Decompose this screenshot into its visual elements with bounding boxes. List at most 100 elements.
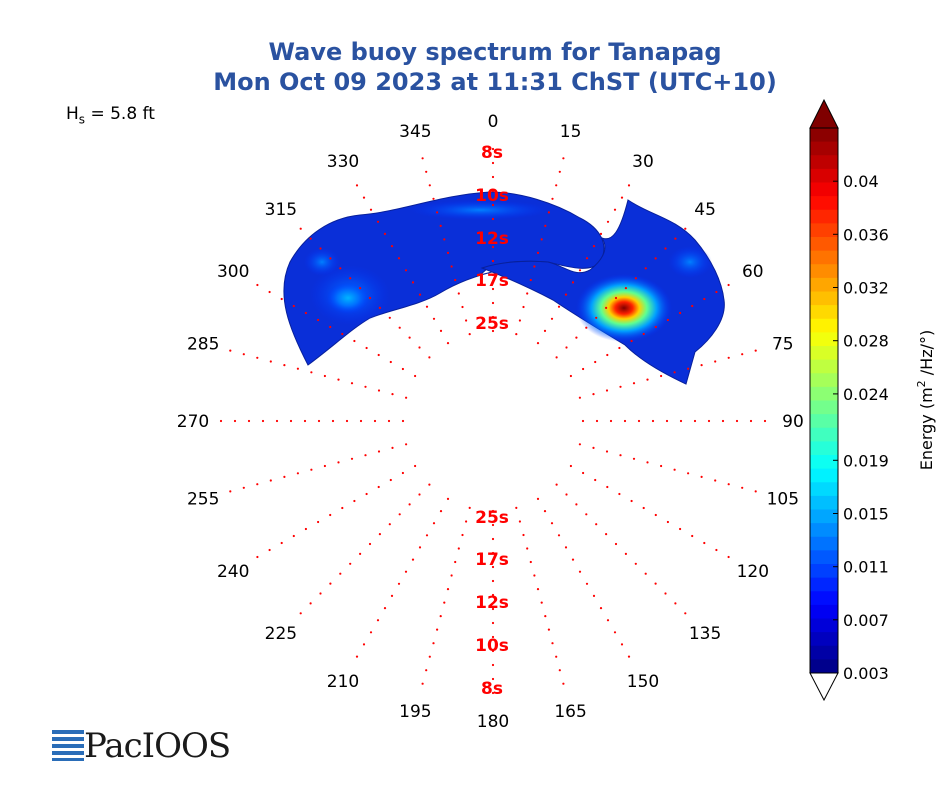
radial-dot [256,555,259,559]
radial-dot [644,267,647,270]
radial-dot [388,523,391,526]
radial-dot [632,457,636,460]
radial-dot [491,161,495,165]
radial-dot [646,461,649,464]
radial-dot [355,184,359,187]
radial-dot [461,305,464,309]
radial-dot [619,454,622,457]
radial-dot [376,619,380,622]
radial-dot [425,305,429,308]
radial-dot [341,506,344,510]
direction-label-285: 285 [187,334,219,354]
colorbar-segment [810,182,838,197]
radial-dot [268,548,271,552]
colorbar-segment [810,359,838,374]
radial-dot [715,548,718,552]
radial-dot [624,552,628,556]
radial-dot [660,374,663,378]
radial-dot [605,533,608,536]
radial-dot [741,486,744,489]
radial-dot [280,297,283,301]
radial-dot [304,527,307,531]
radial-dot [383,607,387,610]
radial-dot [627,655,631,658]
radial-dot [401,419,405,423]
direction-label-75: 75 [772,334,794,354]
colorbar-segment [810,277,838,293]
radial-dot [491,691,495,695]
radial-dot [405,443,408,446]
colorbar-segment [810,305,838,320]
radial-dot [491,329,495,333]
colorbar-segment [810,550,838,565]
direction-label-30: 30 [632,152,654,172]
radial-dot [428,655,431,658]
radial-dot [749,419,753,423]
radial-dot [397,582,401,585]
direction-label-165: 165 [554,702,586,722]
direction-label-315: 315 [265,200,297,220]
radial-dot [623,419,627,423]
period-label-south-4: 8s [481,679,503,699]
radial-dot [599,232,603,235]
radial-dot [703,541,706,545]
direction-label-210: 210 [327,672,359,692]
radial-dot [564,293,568,296]
radial-dot [304,311,307,315]
radial-dot [331,419,335,423]
radial-dot [575,503,578,506]
radial-dot [303,419,307,423]
radial-dot [319,247,322,250]
radial-dot [606,619,610,622]
radial-dot [555,655,558,658]
radial-dot [454,278,457,282]
radial-dot [428,184,431,187]
radial-dot [491,621,495,625]
radial-dot [296,472,299,475]
colorbar-segment [810,386,838,402]
radial-dot [666,520,670,524]
radial-dot [674,602,677,605]
radial-dot [310,468,313,471]
colorbar-segment [810,318,838,333]
radial-dot [491,523,495,527]
radial-dot [582,367,585,371]
radial-dot [362,643,366,646]
radial-dot [329,513,332,517]
radial-dot [398,513,401,516]
radial-dot [491,217,495,221]
radial-dot [605,306,608,309]
colorbar-segment [810,591,838,606]
radial-dot [457,547,460,550]
direction-label-60: 60 [742,262,764,282]
radial-dot [329,582,332,585]
radial-dot [536,251,540,254]
colorbar-segment [810,414,838,429]
radial-dot [634,277,637,280]
colorbar-segment [810,141,838,156]
energy-lobe-northwest [304,248,340,276]
radial-dot [664,247,667,250]
colorbar-segment [810,455,838,470]
radial-dot [555,483,558,486]
radial-dot [654,513,657,517]
chart-subtitle: Mon Oct 09 2023 at 11:31 ChST (UTC+10) [213,68,777,96]
radial-dot [614,296,618,300]
radial-dot [289,419,293,423]
radial-dot [491,301,495,305]
radial-dot [283,475,286,478]
colorbar-tick-label: 0.011 [843,558,889,577]
direction-label-15: 15 [560,122,582,142]
radial-dot [526,292,529,295]
colorbar-tick-label: 0.036 [843,225,889,244]
chart-title: Wave buoy spectrum for Tanapag [268,38,722,66]
radial-dot [323,464,326,468]
radial-dot [529,560,532,564]
radial-dot [571,558,575,561]
radial-dot [461,533,464,537]
radial-dot [491,315,495,319]
colorbar-segment [810,373,838,388]
colorbar-segment [810,196,838,211]
radial-dot [256,483,259,486]
